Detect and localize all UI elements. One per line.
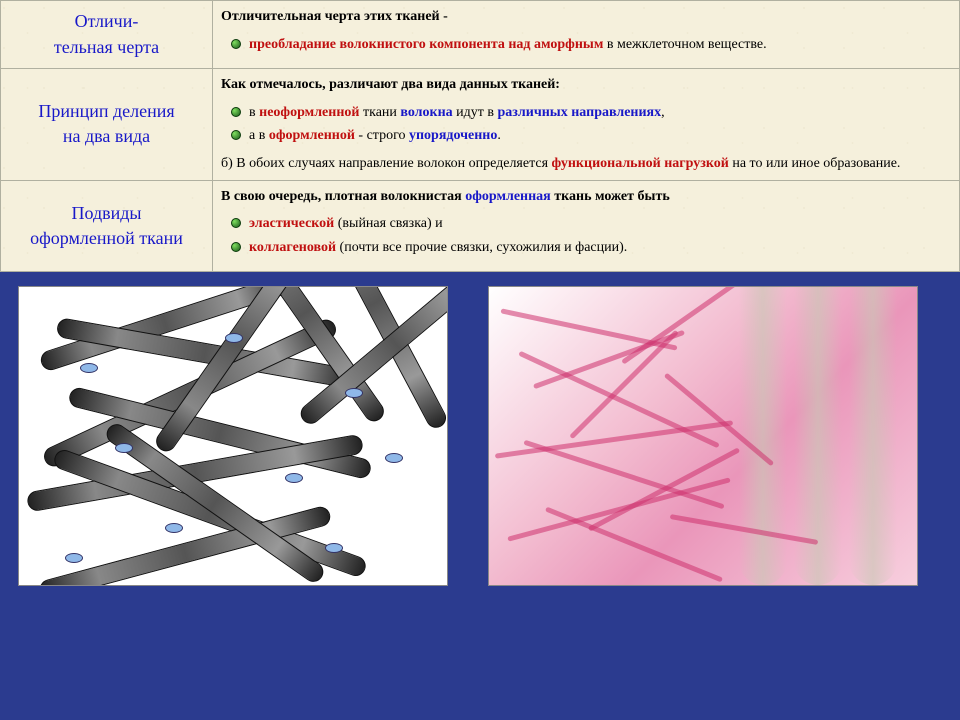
list-item: эластической (выйная связка) и <box>249 212 951 236</box>
row-heading: Принцип деленияна два вида <box>1 69 213 180</box>
list-item: преобладание волокнистого компонента над… <box>249 33 951 57</box>
row-heading: Отличи-тельная черта <box>1 1 213 69</box>
list-item: а в оформленной - строго упорядоченно. <box>249 124 951 148</box>
fiber-diagram-image <box>18 286 448 586</box>
table-row: Подвидыоформленной ткани В свою очередь, … <box>1 180 960 272</box>
lead-text: В свою очередь, плотная волокнистая офор… <box>221 187 951 207</box>
tail-text: б) В обоих случаях направление волокон о… <box>221 154 951 174</box>
row-content: Отличительная черта этих тканей - преобла… <box>213 1 960 69</box>
bullet-list: эластической (выйная связка) иколлагенов… <box>221 212 951 259</box>
list-item: в неоформленной ткани волокна идут в раз… <box>249 101 951 125</box>
bullet-list: преобладание волокнистого компонента над… <box>221 33 951 57</box>
images-row <box>0 272 960 586</box>
lead-text: Отличительная черта этих тканей - <box>221 7 951 27</box>
info-table-container: Отличи-тельная чертаОтличительная черта … <box>0 0 960 272</box>
table-row: Отличи-тельная чертаОтличительная черта … <box>1 1 960 69</box>
row-heading: Подвидыоформленной ткани <box>1 180 213 272</box>
lead-text: Как отмечалось, различают два вида данны… <box>221 75 951 95</box>
row-content: В свою очередь, плотная волокнистая офор… <box>213 180 960 272</box>
list-item: коллагеновой (почти все прочие связки, с… <box>249 236 951 260</box>
histology-image <box>488 286 918 586</box>
row-content: Как отмечалось, различают два вида данны… <box>213 69 960 180</box>
bullet-list: в неоформленной ткани волокна идут в раз… <box>221 101 951 148</box>
info-table: Отличи-тельная чертаОтличительная черта … <box>0 0 960 272</box>
table-row: Принцип деленияна два вида Как отмечалось… <box>1 69 960 180</box>
